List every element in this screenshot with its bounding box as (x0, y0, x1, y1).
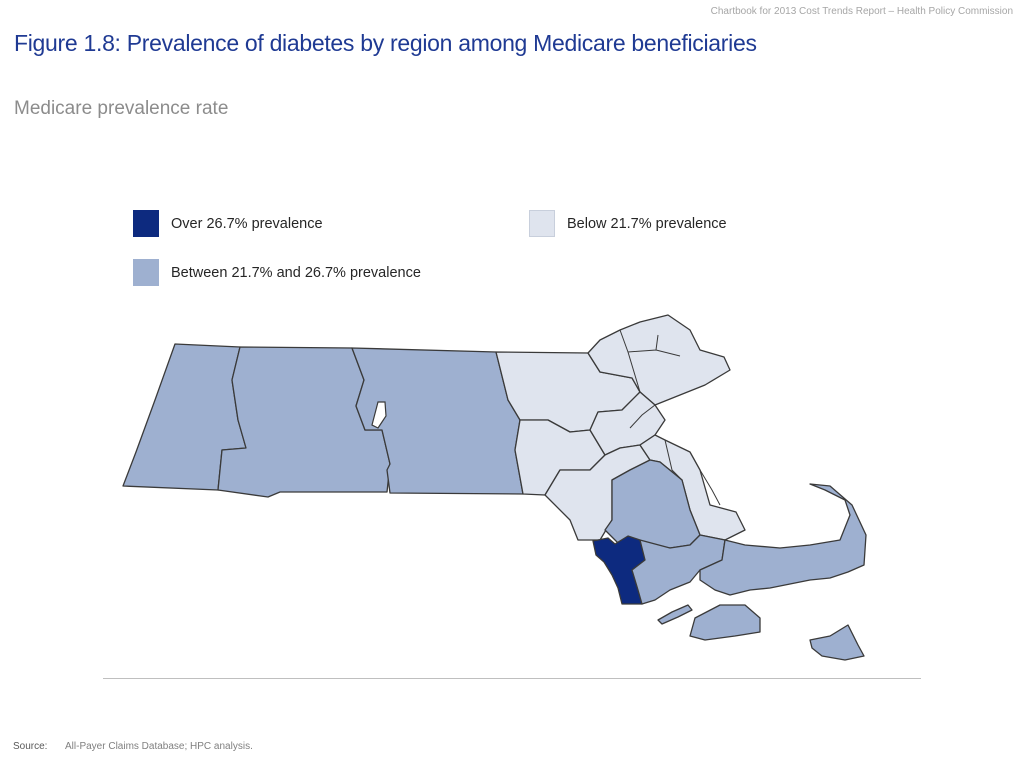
legend-item-mid: Between 21.7% and 26.7% prevalence (133, 259, 421, 286)
figure-subtitle: Medicare prevalence rate (14, 98, 229, 119)
legend-label-mid: Between 21.7% and 26.7% prevalence (171, 264, 421, 281)
region-elizabeth-islands (657, 604, 693, 625)
figure-title: Figure 1.8: Prevalence of diabetes by re… (14, 30, 757, 56)
source-note: Source: All-Payer Claims Database; HPC a… (13, 741, 253, 752)
region-southcoast (631, 534, 726, 605)
map-svg (122, 314, 867, 661)
footer-divider (103, 678, 921, 679)
header-note: Chartbook for 2013 Cost Trends Report – … (710, 6, 1013, 17)
boundary-detail-east (664, 439, 721, 506)
legend-item-high: Over 26.7% prevalence (133, 210, 323, 237)
region-cape-cod (699, 483, 867, 596)
source-text: All-Payer Claims Database; HPC analysis. (65, 741, 253, 752)
source-label: Source: (13, 741, 48, 752)
region-essex (587, 314, 731, 406)
legend-item-low: Below 21.7% prevalence (529, 210, 727, 237)
massachusetts-map (0, 300, 1024, 680)
legend-swatch-high (133, 210, 159, 237)
legend-label-low: Below 21.7% prevalence (567, 215, 727, 232)
region-marthas-vineyard (689, 604, 761, 641)
legend-swatch-mid (133, 259, 159, 286)
boundary-detail-north (619, 329, 681, 429)
legend-swatch-low (529, 210, 555, 237)
region-nantucket (809, 624, 865, 661)
legend-label-high: Over 26.7% prevalence (171, 215, 323, 232)
quabbin-reservoir (371, 401, 387, 429)
